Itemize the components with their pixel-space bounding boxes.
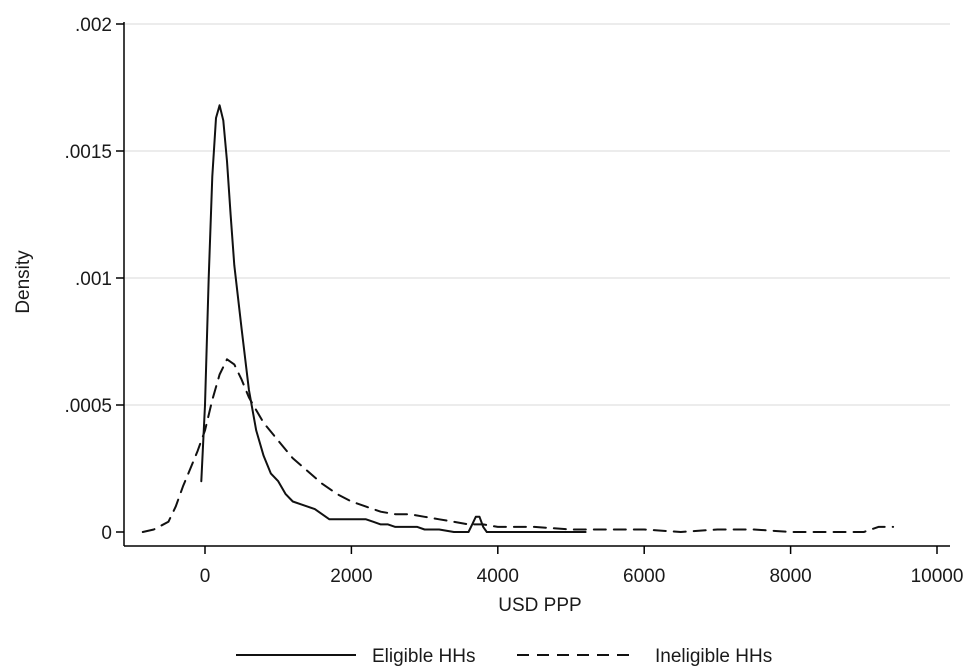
legend-label-ineligible: Ineligible HHs bbox=[655, 646, 772, 667]
y-tick-label: .0005 bbox=[64, 396, 112, 417]
series-lines bbox=[141, 104, 895, 533]
x-tick-label: 8000 bbox=[769, 566, 811, 587]
x-tick-label: 10000 bbox=[911, 566, 964, 587]
y-tick-label: .001 bbox=[75, 269, 112, 290]
series-line-ineligible bbox=[141, 358, 895, 533]
x-tick-label: 2000 bbox=[330, 566, 372, 587]
gridlines bbox=[125, 23, 950, 406]
legend-label-eligible: Eligible HHs bbox=[372, 646, 475, 667]
y-axis-label: Density bbox=[13, 250, 34, 314]
y-tick-label: 0 bbox=[101, 523, 112, 544]
x-axis-label: USD PPP bbox=[498, 595, 581, 616]
series-line-eligible bbox=[200, 104, 587, 533]
x-tick-label: 4000 bbox=[477, 566, 519, 587]
y-tick-label: .002 bbox=[75, 15, 112, 36]
tick-marks: 0 .0005 .001 .0015 .002 0 2000 4000 6000 8000 1000… bbox=[64, 15, 963, 587]
legend: Eligible HHs Ineligible HHs bbox=[236, 646, 772, 667]
x-tick-label: 6000 bbox=[623, 566, 665, 587]
y-tick-label: .0015 bbox=[64, 142, 112, 163]
x-tick-label: 0 bbox=[200, 566, 211, 587]
axes bbox=[123, 22, 950, 547]
